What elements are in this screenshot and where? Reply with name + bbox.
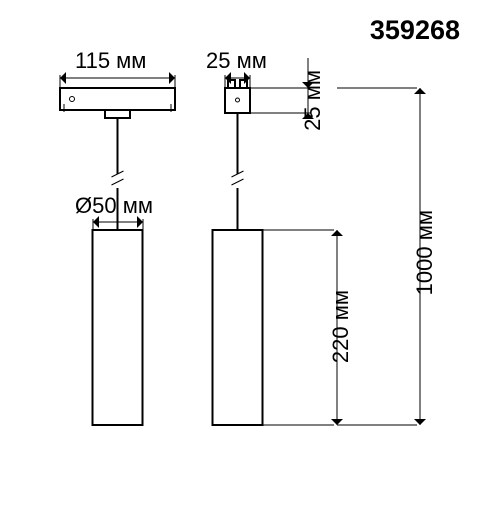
- label-cylinder-height: 220 мм: [328, 290, 354, 363]
- product-code: 359268: [370, 15, 460, 46]
- label-base-width: 115 мм: [75, 48, 146, 74]
- label-connector-height: 25 мм: [300, 70, 326, 131]
- label-diameter: Ø50 мм: [75, 193, 153, 219]
- label-total-height: 1000 мм: [412, 210, 438, 295]
- label-connector-width: 25 мм: [206, 48, 267, 74]
